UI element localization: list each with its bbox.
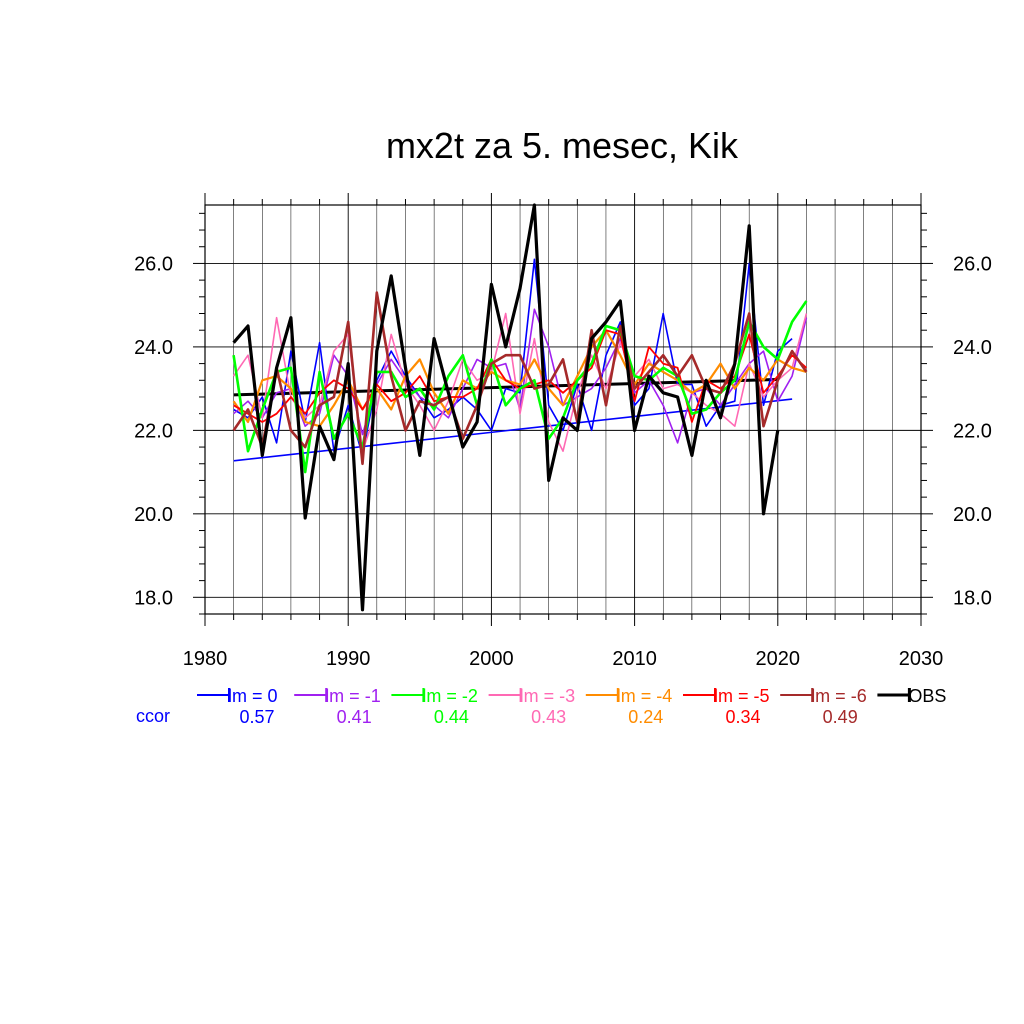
y-tick-label-left: 22.0 xyxy=(134,420,173,442)
legend-label: lm = -2 xyxy=(422,686,478,706)
ccor-value: 0.43 xyxy=(531,707,566,727)
ccor-value: 0.24 xyxy=(628,707,663,727)
series-line-0 xyxy=(233,258,793,457)
series-line-2 xyxy=(232,300,808,474)
x-tick-label: 2000 xyxy=(469,648,514,670)
y-tick-label-right: 22.0 xyxy=(953,420,992,442)
y-tick-label-right: 20.0 xyxy=(953,504,992,526)
y-tick-label-right: 26.0 xyxy=(953,253,992,275)
series-lines xyxy=(232,203,808,612)
trend-line-7 xyxy=(233,377,778,397)
x-tick-label: 2030 xyxy=(899,648,944,670)
legend-label: lm = -5 xyxy=(714,686,770,706)
ccor-value: 0.49 xyxy=(823,707,858,727)
x-tick-label: 1990 xyxy=(326,648,371,670)
y-tick-label-right: 18.0 xyxy=(953,587,992,609)
grid xyxy=(204,205,922,614)
ccor-value: 0.44 xyxy=(434,707,469,727)
legend-label: OBS xyxy=(908,686,946,706)
ccor-value: 0.57 xyxy=(239,707,274,727)
x-tick-label: 2020 xyxy=(756,648,801,670)
y-tick-label-left: 20.0 xyxy=(134,504,173,526)
x-tick-label: 1980 xyxy=(183,648,228,670)
chart-title: mx2t za 5. mesec, Kik xyxy=(386,125,739,166)
ccor-value: 0.34 xyxy=(725,707,760,727)
axis-ticks: 1980 1990 2000 2010 2020 2030 18.0 18.0 20.0 20.0… xyxy=(134,193,992,670)
legend-label: lm = 0 xyxy=(228,686,278,706)
legend-label: lm = -1 xyxy=(325,686,381,706)
ccor-label: ccor xyxy=(136,706,170,726)
x-tick-label: 2010 xyxy=(612,648,657,670)
y-tick-label-left: 26.0 xyxy=(134,253,173,275)
series-line-7 xyxy=(232,203,780,612)
legend-label: lm = -3 xyxy=(520,686,576,706)
y-tick-label-left: 24.0 xyxy=(134,337,173,359)
y-tick-label-left: 18.0 xyxy=(134,587,173,609)
plot-frame xyxy=(204,204,922,615)
ccor-value: 0.41 xyxy=(337,707,372,727)
y-tick-label-right: 24.0 xyxy=(953,337,992,359)
legend-label: lm = -6 xyxy=(811,686,867,706)
legend-label: lm = -4 xyxy=(617,686,673,706)
series-line-3 xyxy=(232,312,808,453)
